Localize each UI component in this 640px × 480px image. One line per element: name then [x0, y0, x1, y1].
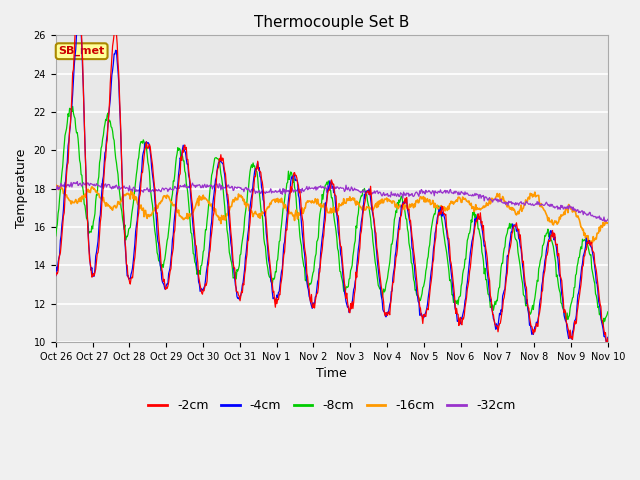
Text: SB_met: SB_met — [58, 46, 105, 56]
Y-axis label: Temperature: Temperature — [15, 149, 28, 228]
Title: Thermocouple Set B: Thermocouple Set B — [254, 15, 410, 30]
X-axis label: Time: Time — [316, 367, 347, 380]
Legend: -2cm, -4cm, -8cm, -16cm, -32cm: -2cm, -4cm, -8cm, -16cm, -32cm — [143, 394, 520, 417]
